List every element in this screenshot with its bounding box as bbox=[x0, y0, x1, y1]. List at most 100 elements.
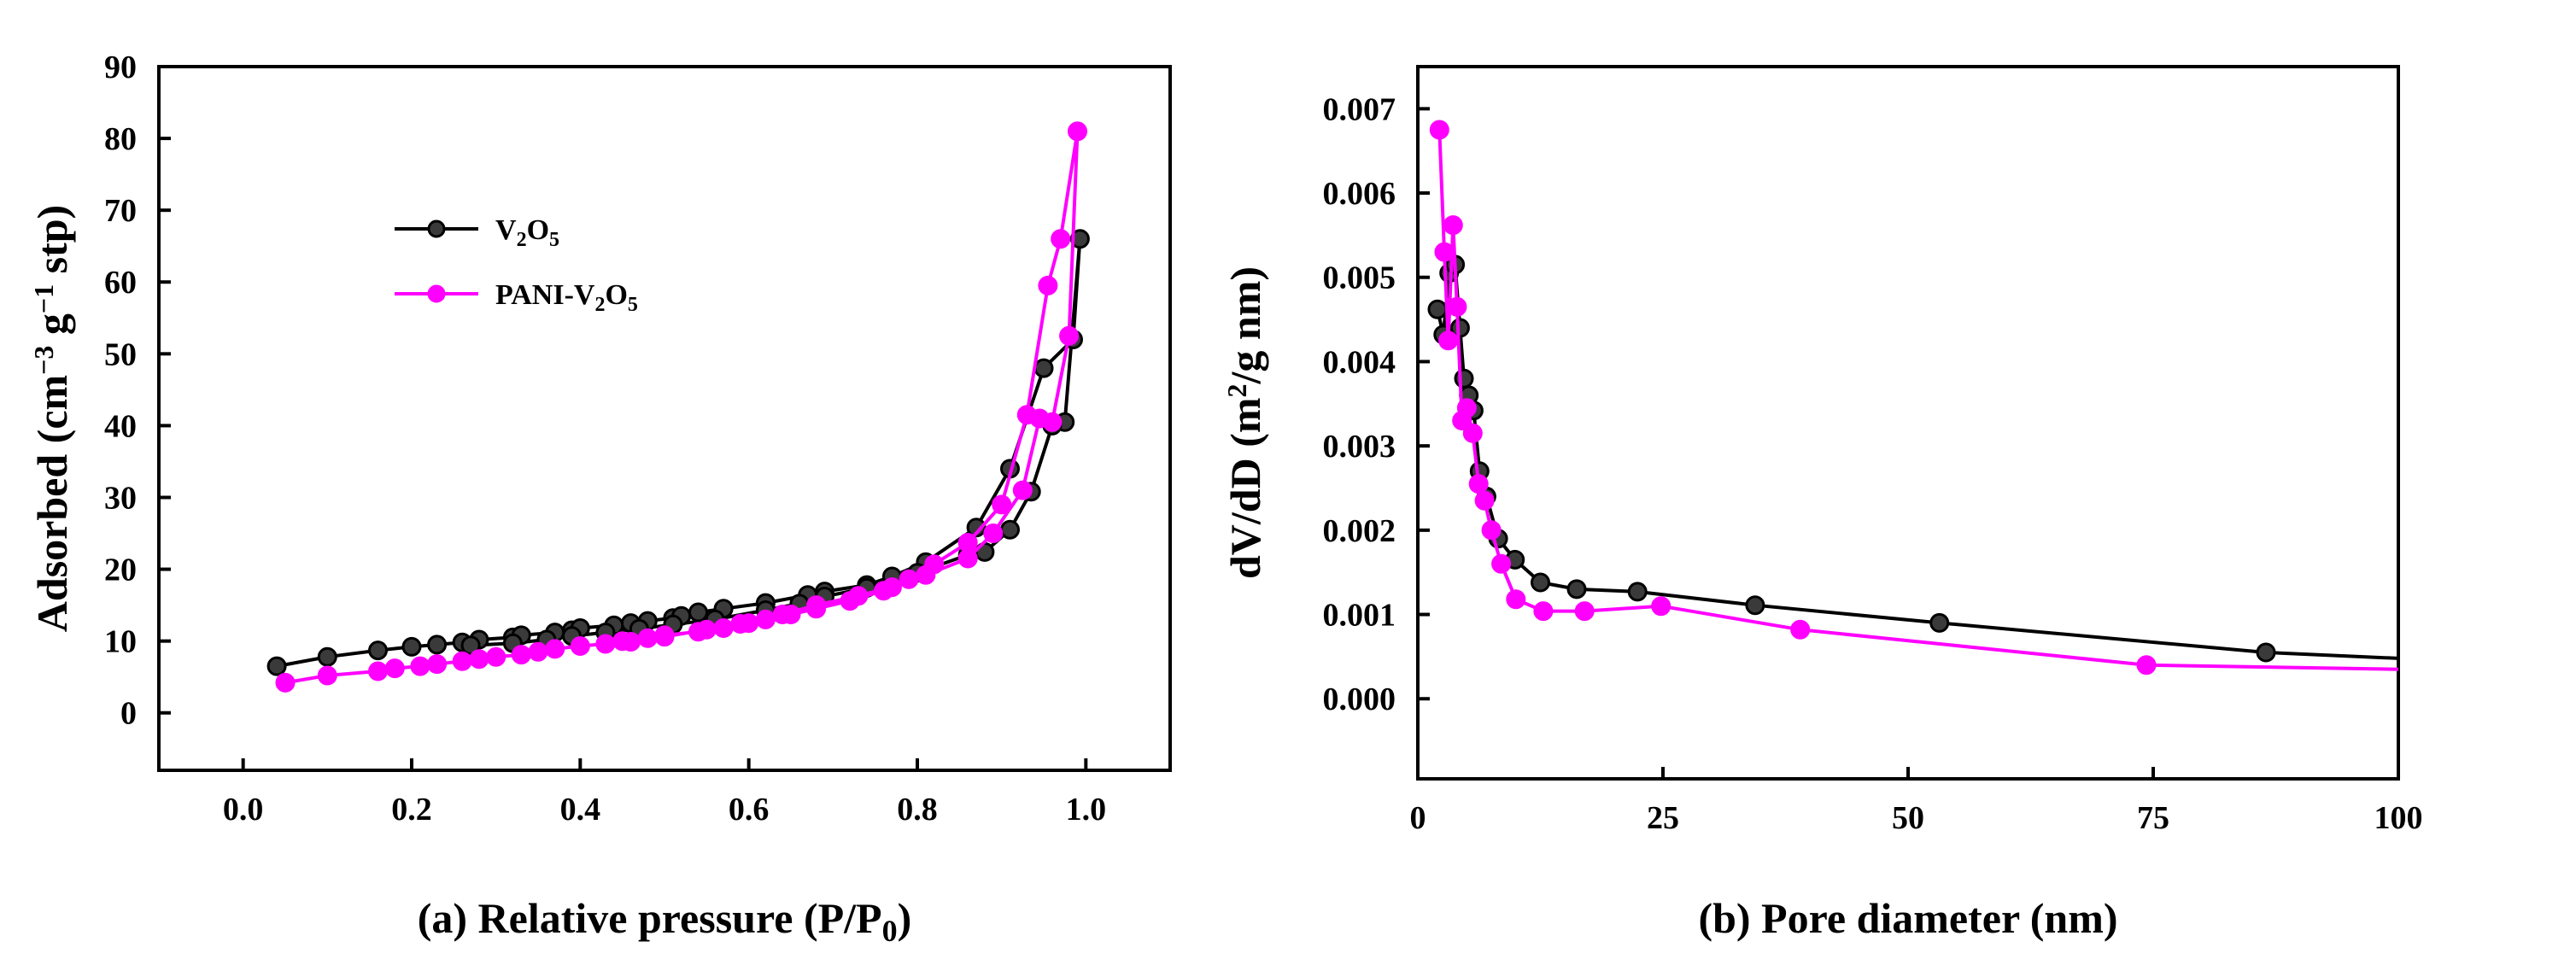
panel-a-data-point-pani-v2o5 bbox=[983, 523, 1004, 543]
panel-b-y-tick-label: 0.006 bbox=[1323, 176, 1396, 212]
panel-a-data-point-v2o5 bbox=[317, 646, 337, 667]
panel-a-y-tick-label: 90 bbox=[104, 50, 137, 85]
panel-a-data-point-pani-v2o5 bbox=[654, 627, 675, 647]
panel-b-data-point-v2o5 bbox=[1531, 572, 1550, 593]
panel-b-data-point-pani-v2o5 bbox=[1474, 490, 1495, 511]
panel-b-data-point-pani-v2o5 bbox=[1438, 330, 1459, 351]
panel-b-data-point-pani-v2o5 bbox=[2136, 655, 2157, 676]
panel-b-axis-ticks: 0 25 50 75 100 0.000 0.001 0.002 0.003 0.004 0.005… bbox=[1323, 91, 2423, 836]
panel-b-chart: 0 25 50 75 100 0.000 0.001 0.002 0.003 0.004 0.005… bbox=[1221, 65, 2423, 942]
panel-a-chart: 0.0 0.2 0.4 0.6 0.8 1.0 0 10 20 30 40 50 60 70 80 90 V2… bbox=[28, 50, 1172, 948]
panel-b-y-tick-label: 0.002 bbox=[1323, 513, 1396, 549]
panel-b-y-axis-title: dV/dD (m2/g nm) bbox=[1221, 266, 1269, 579]
panel-a-data-point-pani-v2o5 bbox=[1012, 480, 1033, 500]
panel-a-y-tick-label: 70 bbox=[104, 193, 137, 229]
panel-a-legend: V2O5 PANI-V2O5 bbox=[395, 214, 638, 316]
panel-a-y-axis-title: Adsorbed (cm−3 g−1 stp) bbox=[28, 205, 76, 632]
panel-b-data-point-pani-v2o5 bbox=[1491, 553, 1512, 574]
panel-a-plot-frame bbox=[157, 65, 1172, 772]
panel-a-x-tick-label: 0.2 bbox=[391, 792, 432, 828]
panel-a-data-point-pani-v2o5 bbox=[755, 609, 776, 629]
panel-a-y-tick-label: 50 bbox=[104, 336, 137, 372]
panel-a-data-point-pani-v2o5 bbox=[317, 665, 337, 686]
legend-label-pani-v2o5: PANI-V2O5 bbox=[495, 279, 638, 316]
panel-b-y-tick-label: 0.007 bbox=[1323, 91, 1396, 127]
panel-a-data-point-v2o5 bbox=[266, 656, 287, 676]
panel-b-data-point-pani-v2o5 bbox=[1790, 619, 1811, 640]
panel-a-data-point-pani-v2o5 bbox=[486, 646, 506, 667]
panel-b-data-point-v2o5 bbox=[1627, 582, 1648, 602]
panel-b-data-point-v2o5 bbox=[1427, 299, 1448, 319]
panel-b-data-point-pani-v2o5 bbox=[1468, 474, 1489, 494]
panel-a-data-point-pani-v2o5 bbox=[1038, 275, 1058, 295]
panel-b-data-point-v2o5 bbox=[1566, 579, 1587, 599]
panel-b-y-tick-label: 0.000 bbox=[1323, 681, 1396, 717]
panel-b-data-point-pani-v2o5 bbox=[1434, 242, 1455, 262]
panel-b-data-point-v2o5 bbox=[1745, 595, 1765, 616]
panel-a-data-point-pani-v2o5 bbox=[275, 672, 296, 693]
panel-a-data-point-v2o5 bbox=[368, 640, 388, 661]
panel-b-plot-frame bbox=[1416, 65, 2400, 781]
panel-a-data-point-pani-v2o5 bbox=[1029, 408, 1050, 429]
panel-a-data-point-pani-v2o5 bbox=[410, 656, 430, 676]
panel-a-x-tick-label: 0.4 bbox=[560, 792, 601, 828]
panel-a-data-point-pani-v2o5 bbox=[713, 618, 734, 638]
panel-a-data-point-pani-v2o5 bbox=[452, 651, 472, 671]
panel-b-data-point-pani-v2o5 bbox=[1429, 120, 1449, 140]
panel-a-y-tick-label: 20 bbox=[104, 553, 137, 588]
panel-a-data-point-pani-v2o5 bbox=[384, 658, 405, 679]
panel-a-data-point-pani-v2o5 bbox=[469, 649, 489, 670]
panel-b-data-point-pani-v2o5 bbox=[1651, 596, 1671, 617]
panel-a-data-point-pani-v2o5 bbox=[1059, 325, 1080, 346]
panel-a-series bbox=[266, 121, 1090, 693]
panel-b-data-point-pani-v2o5 bbox=[1447, 296, 1467, 317]
panel-b-data-point-v2o5 bbox=[1929, 612, 1950, 633]
panel-a-data-point-pani-v2o5 bbox=[570, 636, 590, 656]
panel-a-data-point-pani-v2o5 bbox=[511, 645, 531, 665]
panel-a-data-point-v2o5 bbox=[1000, 519, 1020, 540]
panel-a-x-tick-label: 0.6 bbox=[729, 792, 770, 828]
panel-a-data-point-pani-v2o5 bbox=[427, 654, 448, 675]
panel-a-data-point-pani-v2o5 bbox=[916, 564, 936, 585]
panel-a-data-point-v2o5 bbox=[688, 602, 708, 623]
panel-a-data-point-v2o5 bbox=[427, 635, 448, 655]
panel-a-data-point-pani-v2o5 bbox=[696, 619, 717, 640]
panel-a-data-point-pani-v2o5 bbox=[545, 639, 565, 659]
panel-b-x-tick-label: 50 bbox=[1892, 800, 1924, 836]
panel-a-y-tick-label: 10 bbox=[104, 624, 137, 660]
panel-a-x-tick-label: 1.0 bbox=[1066, 792, 1107, 828]
panel-b-data-point-pani-v2o5 bbox=[1574, 601, 1595, 622]
panel-b-x-tick-label: 100 bbox=[2374, 800, 2423, 836]
panel-b-y-tick-label: 0.004 bbox=[1323, 344, 1396, 380]
panel-b-data-point-pani-v2o5 bbox=[1443, 215, 1463, 236]
panel-b-y-tick-label: 0.003 bbox=[1323, 429, 1396, 465]
panel-a-data-point-pani-v2o5 bbox=[637, 628, 658, 648]
panel-a-data-point-v2o5 bbox=[966, 518, 986, 538]
panel-b-x-axis-title: (b) Pore diameter (nm) bbox=[1698, 894, 2117, 942]
panel-a-x-tick-label: 0.8 bbox=[897, 792, 938, 828]
legend-label-v2o5: V2O5 bbox=[495, 214, 559, 251]
panel-a-data-point-pani-v2o5 bbox=[1068, 121, 1087, 142]
panel-b-series-line-v2o5 bbox=[1436, 262, 2399, 660]
panel-a-data-point-pani-v2o5 bbox=[595, 634, 616, 654]
panel-b-data-point-pani-v2o5 bbox=[1533, 601, 1554, 622]
panel-a-x-axis-title: (a) Relative pressure (P/P0) bbox=[418, 894, 912, 948]
panel-a-data-point-pani-v2o5 bbox=[772, 605, 793, 624]
panel-a-y-tick-label: 0 bbox=[120, 696, 137, 732]
panel-a-data-point-pani-v2o5 bbox=[957, 548, 978, 569]
panel-b-x-tick-label: 0 bbox=[1410, 800, 1426, 836]
panel-b-series bbox=[1427, 120, 2399, 676]
panel-b-data-point-v2o5 bbox=[2256, 642, 2276, 663]
panel-a-series-line-v2o5 bbox=[276, 237, 1082, 669]
panel-b-x-tick-label: 25 bbox=[1647, 800, 1679, 836]
panel-a-x-tick-label: 0.0 bbox=[223, 792, 264, 828]
panel-a-y-tick-label: 60 bbox=[104, 265, 137, 301]
panel-a-data-point-v2o5 bbox=[401, 636, 422, 657]
panel-a-data-point-pani-v2o5 bbox=[368, 661, 388, 681]
panel-a-data-point-pani-v2o5 bbox=[739, 613, 759, 634]
panel-b-data-point-pani-v2o5 bbox=[1462, 423, 1483, 443]
panel-a-y-tick-label: 30 bbox=[104, 480, 137, 516]
panel-b-y-tick-label: 0.001 bbox=[1323, 598, 1396, 634]
panel-a-y-tick-label: 40 bbox=[104, 408, 137, 444]
